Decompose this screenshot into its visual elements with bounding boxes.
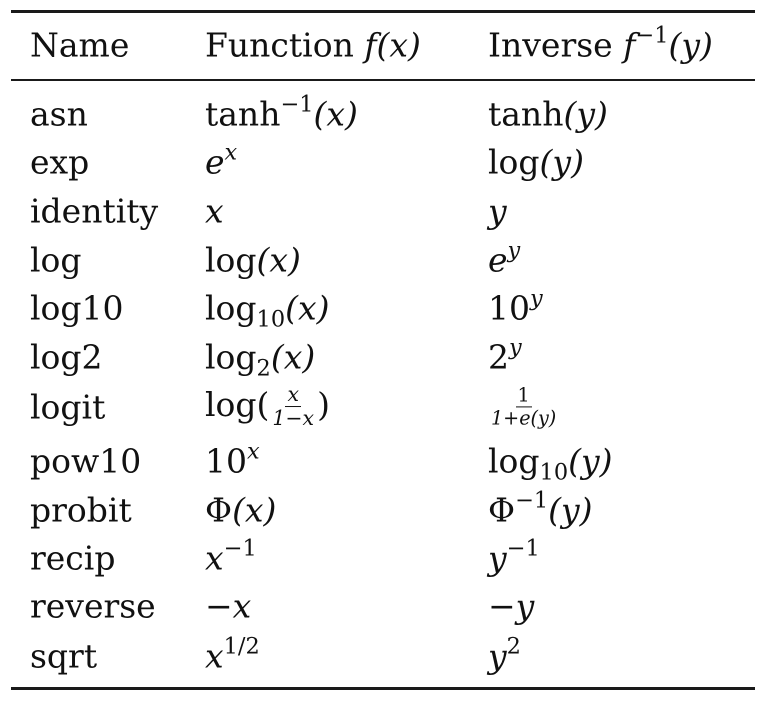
row-function-base: x	[205, 636, 224, 676]
row-inverse-suffix: (y)	[568, 441, 613, 481]
row-inverse-base: e	[488, 240, 508, 280]
row-function-suffix: (x)	[270, 337, 316, 377]
row-name: asn	[30, 94, 88, 134]
row-function-base: tanh	[205, 94, 281, 134]
row-name: recip	[30, 538, 116, 578]
row-inverse-superscript: y	[509, 334, 522, 361]
row-inverse-base: log	[488, 441, 540, 481]
row-function: x	[205, 195, 224, 228]
row-inverse-numerator: 1	[515, 383, 532, 408]
row-inverse-base: y	[488, 538, 507, 578]
row-function-numerator: x	[285, 382, 302, 408]
row-inverse-denominator: 1+e(y)	[491, 406, 557, 430]
row-inverse: tanh(y)	[488, 98, 608, 131]
row-function-base: Φ(x)	[205, 490, 277, 530]
row-function: −x	[205, 590, 251, 623]
row-inverse: −y	[488, 590, 534, 623]
row-function: x−1	[205, 537, 257, 578]
table-header-rule	[11, 79, 755, 81]
row-inverse-superscript: −1	[506, 535, 540, 562]
row-function-subscript: 2	[256, 355, 271, 382]
row-function: ex	[205, 141, 237, 182]
row-inverse: y	[488, 195, 507, 228]
row-function: log2(x)	[205, 337, 316, 380]
row-function: Φ(x)	[205, 494, 276, 527]
header-inverse-word: Inverse	[488, 25, 624, 65]
row-name: logit	[30, 387, 106, 427]
header-function: Function f(x)	[205, 29, 421, 62]
row-name: log2	[30, 337, 103, 377]
header-inverse-f: f	[623, 25, 636, 65]
row-function-suffix: )	[317, 385, 330, 424]
row-function-base: log	[205, 288, 257, 328]
row-inverse-base: −y	[488, 586, 535, 626]
row-name: probit	[30, 490, 132, 530]
row-inverse-base: tanh(y)	[488, 94, 608, 134]
row-inverse: 1 1+e(y)	[488, 385, 559, 428]
row-function-base: log	[205, 337, 257, 377]
row-inverse: 10y	[488, 287, 543, 328]
row-function-base: −x	[205, 586, 252, 626]
row-inverse-base: 10	[488, 288, 530, 328]
row-inverse-superscript: 2	[506, 633, 521, 660]
row-name: identity	[30, 191, 159, 231]
row-function: x1/2	[205, 635, 260, 676]
row-function: tanh−1(x)	[205, 93, 358, 134]
row-function-denominator: 1−x	[272, 406, 315, 431]
row-function-superscript: x	[247, 438, 260, 465]
row-name: sqrt	[30, 636, 98, 676]
row-function-superscript: −1	[280, 91, 314, 118]
row-function-superscript: −1	[223, 535, 257, 562]
row-name: reverse	[30, 586, 156, 626]
row-inverse-superscript: y	[507, 237, 521, 264]
row-inverse-superscript: −1	[515, 487, 549, 514]
row-function-subscript: 10	[256, 306, 286, 333]
row-inverse: log10(y)	[488, 441, 613, 484]
header-function-word: Function	[205, 25, 365, 65]
row-inverse-subscript: 10	[539, 459, 569, 486]
header-inverse: Inverse f−1(y)	[488, 24, 713, 65]
row-function-superscript: x	[224, 139, 238, 166]
row-function-fraction: x 1−x	[270, 382, 316, 431]
header-function-math: f(x)	[364, 25, 421, 65]
header-name: Name	[30, 25, 130, 65]
row-function: log(x 1−x)	[205, 382, 330, 431]
row-name: exp	[30, 142, 90, 182]
row-function-base: e	[205, 142, 225, 182]
row-name: log10	[30, 288, 124, 328]
row-inverse: y2	[488, 635, 521, 676]
row-function-base: log(x)	[205, 240, 301, 280]
row-function-suffix: (x)	[285, 288, 330, 328]
row-inverse: y−1	[488, 537, 540, 578]
row-function-base: x	[205, 191, 224, 231]
row-function: log10(x)	[205, 288, 330, 331]
row-inverse-fraction: 1 1+e(y)	[489, 385, 558, 428]
row-function-base: 10	[205, 441, 247, 481]
row-inverse-base: y	[488, 191, 507, 231]
row-inverse: 2y	[488, 336, 522, 377]
row-inverse-suffix: (y)	[548, 490, 593, 530]
header-inverse-exp: −1	[635, 22, 669, 49]
row-function-base: x	[205, 538, 224, 578]
row-function-superscript: 1/2	[223, 633, 260, 660]
row-function-base: log(	[205, 385, 270, 424]
table-top-rule	[11, 10, 755, 13]
row-function: log(x)	[205, 244, 301, 277]
row-function-suffix: (x)	[313, 94, 358, 134]
row-inverse-base: y	[488, 636, 507, 676]
row-inverse: ey	[488, 239, 520, 280]
header-inverse-arg: (y)	[668, 25, 713, 65]
row-inverse-superscript: y	[530, 285, 543, 312]
row-inverse-base: Φ	[488, 490, 516, 530]
row-inverse: log(y)	[488, 146, 584, 179]
row-name: pow10	[30, 441, 142, 481]
row-inverse-base: log(y)	[488, 142, 584, 182]
row-function: 10x	[205, 440, 260, 481]
row-inverse-base: 2	[488, 337, 509, 377]
table-bottom-rule	[11, 687, 755, 690]
row-inverse: Φ−1(y)	[488, 489, 593, 530]
row-name: log	[30, 240, 82, 280]
